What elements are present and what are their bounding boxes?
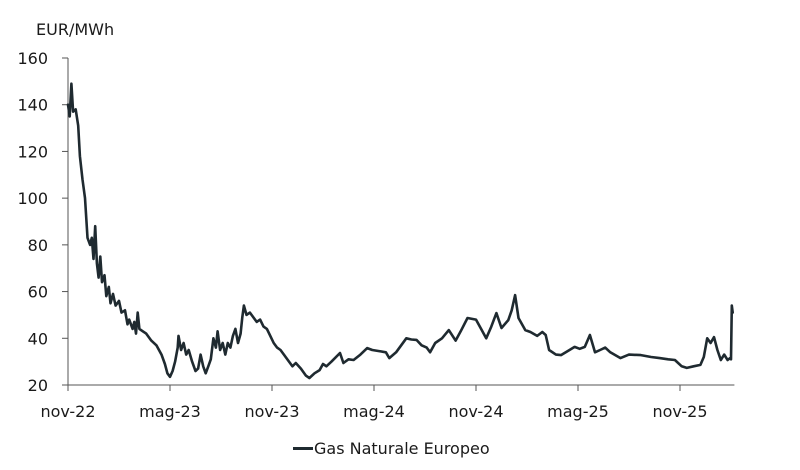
y-tick-label: 40	[28, 329, 48, 348]
y-tick-label: 20	[28, 376, 48, 395]
y-tick-label: 100	[17, 189, 48, 208]
x-tick-label: mag-25	[547, 402, 609, 421]
y-axis-unit-label: EUR/MWh	[36, 20, 115, 39]
series-line	[66, 82, 734, 380]
y-tick-label: 160	[17, 49, 48, 68]
y-tick-label: 140	[17, 96, 48, 115]
x-tick-label: nov-23	[244, 402, 299, 421]
y-tick-label: 80	[28, 236, 48, 255]
y-tick-label: 120	[17, 142, 48, 161]
y-tick-label: 60	[28, 283, 48, 302]
y-axis: 20 40 60 80 100 120 140 160	[17, 49, 69, 395]
legend-line-swatch-icon	[293, 447, 313, 450]
x-axis: nov-22 mag-23 nov-23 mag-24 nov-24 mag-25 nov-…	[40, 384, 735, 421]
x-tick-label: mag-24	[343, 402, 405, 421]
x-tick-label: nov-22	[40, 402, 95, 421]
legend: Gas Naturale Europeo	[293, 439, 490, 458]
x-tick-label: mag-23	[139, 402, 201, 421]
series-gas-naturale-europeo	[66, 82, 734, 380]
legend-label: Gas Naturale Europeo	[314, 439, 490, 458]
x-tick-label: nov-25	[652, 402, 707, 421]
x-tick-label: nov-24	[448, 402, 503, 421]
